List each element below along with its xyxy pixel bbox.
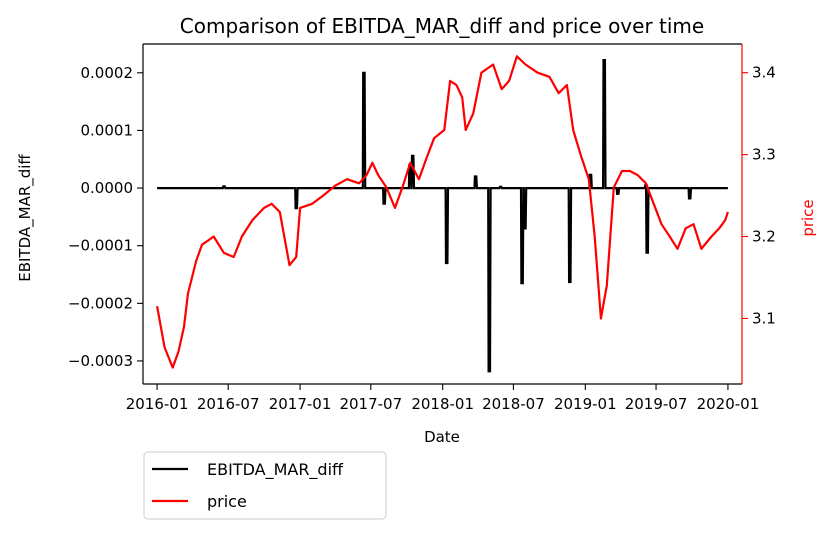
legend-box bbox=[143, 451, 387, 520]
y-right-tick-label: 3.2 bbox=[752, 228, 776, 246]
x-tick-label: 2020-01 bbox=[697, 395, 760, 413]
legend: EBITDA_MAR_diff price bbox=[143, 451, 387, 520]
y-left-tick-label: −0.0003 bbox=[68, 352, 133, 370]
x-tick-label: 2018-01 bbox=[411, 395, 474, 413]
x-axis-label: Date bbox=[424, 428, 460, 446]
y-left-tick-label: −0.0001 bbox=[68, 237, 133, 255]
y-axis-left-label: EBITDA_MAR_diff bbox=[16, 154, 35, 282]
x-tick-label: 2016-07 bbox=[197, 395, 260, 413]
legend-label-ebitda: EBITDA_MAR_diff bbox=[207, 460, 344, 480]
x-tick-label: 2019-07 bbox=[625, 395, 688, 413]
x-tick-label: 2019-01 bbox=[554, 395, 617, 413]
ticks-layer: 2016-01 2016-07 2017-01 2017-07 2018-01 2018-… bbox=[68, 64, 776, 413]
x-tick-label: 2017-01 bbox=[269, 395, 332, 413]
y-right-tick-label: 3.4 bbox=[752, 64, 776, 82]
series-line-price bbox=[156, 55, 729, 369]
legend-label-price: price bbox=[207, 492, 247, 511]
series-line-ebitda-mar-diff bbox=[157, 59, 728, 373]
x-tick-label: 2017-07 bbox=[339, 395, 402, 413]
y-axis-right-label: price bbox=[799, 199, 817, 236]
y-left-tick-label: −0.0002 bbox=[68, 294, 133, 312]
y-left-tick-label: 0.0002 bbox=[81, 64, 134, 82]
chart-title: Comparison of EBITDA_MAR_diff and price … bbox=[180, 14, 704, 38]
x-tick-label: 2018-07 bbox=[482, 395, 545, 413]
y-right-tick-label: 3.3 bbox=[752, 146, 776, 164]
series-layer bbox=[156, 55, 729, 373]
y-right-tick-label: 3.1 bbox=[752, 309, 776, 327]
y-left-tick-label: 0.0001 bbox=[81, 121, 134, 139]
x-tick-label: 2016-01 bbox=[126, 395, 189, 413]
frame-layer bbox=[142, 43, 743, 385]
y-left-tick-label: 0.0000 bbox=[81, 179, 134, 197]
